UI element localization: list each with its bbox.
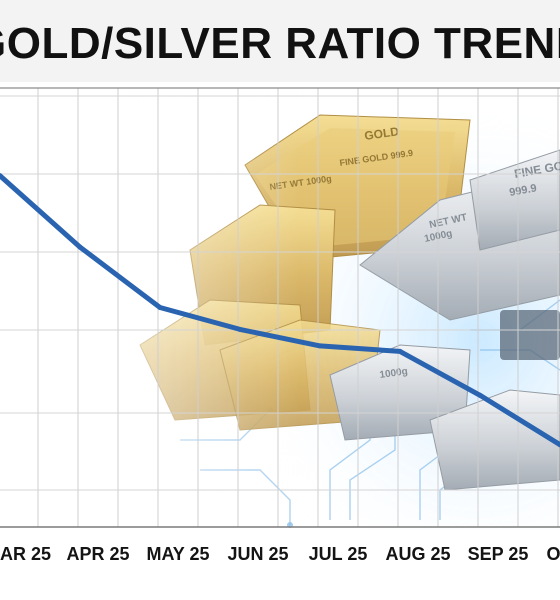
- silver-bar-weight-2: 1000g: [379, 366, 409, 381]
- title-band: [0, 0, 560, 82]
- x-tick-label: JUN 25: [227, 544, 288, 564]
- x-tick-label: JUL 25: [309, 544, 368, 564]
- x-tick-label: MAR 25: [0, 544, 51, 564]
- bullion-circuit-illustration: GOLD FINE GOLD 999.9 NET WT 1000g FINE G…: [0, 90, 560, 530]
- silver-bar-purity: 999.9: [508, 182, 537, 199]
- ratio-trend-line: [0, 173, 560, 448]
- x-axis-tick-labels: MAR 25 APR 25 MAY 25 JUN 25 JUL 25 AUG 25 SEP …: [0, 544, 560, 564]
- chart-title: GOLD/SILVER RATIO TREND - 20: [0, 19, 560, 68]
- x-tick-label: SEP 25: [468, 544, 529, 564]
- data-point-apr-25: [77, 244, 83, 250]
- data-point-sep-25: [477, 392, 483, 398]
- data-point-may-25: [157, 305, 163, 310]
- data-point-jul-25: [317, 343, 323, 349]
- data-point-mar-25: [0, 173, 3, 179]
- data-point-jun-25: [237, 326, 243, 332]
- x-tick-label: MAY 25: [146, 544, 209, 564]
- data-point-aug-25: [397, 348, 403, 354]
- chip-icon: [500, 310, 560, 360]
- silver-bars: FINE GOLD 999.9 NET WT 1000g 1000g: [329, 149, 560, 491]
- illustration-fade: [0, 90, 300, 530]
- x-tick-label: APR 25: [66, 544, 129, 564]
- gold-bar-label: GOLD: [363, 124, 400, 143]
- x-tick-label: AUG 25: [385, 544, 450, 564]
- grid-lines: [0, 88, 560, 527]
- data-point-oct-25: [557, 442, 560, 448]
- x-tick-label: OCT 25: [546, 544, 560, 564]
